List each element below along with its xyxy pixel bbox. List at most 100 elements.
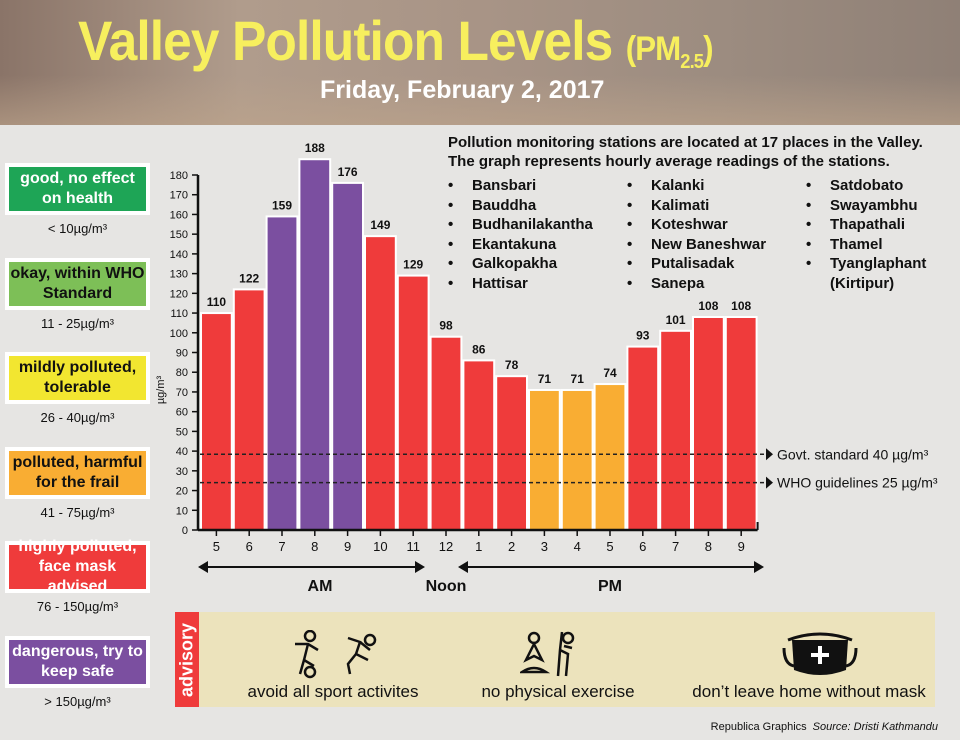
station-item: (Kirtipur) bbox=[830, 274, 895, 292]
arrow-right-icon bbox=[415, 561, 425, 573]
period-label-am: AM bbox=[308, 578, 333, 595]
data-label: 93 bbox=[636, 329, 650, 343]
x-tick-label: 6 bbox=[639, 539, 646, 554]
station-item: Hattisar bbox=[448, 274, 593, 294]
x-tick-label: 7 bbox=[278, 539, 285, 554]
y-tick-label: 110 bbox=[170, 308, 188, 320]
x-tick-label: 4 bbox=[574, 539, 581, 554]
period-label-noon: Noon bbox=[426, 578, 467, 595]
header-photo bbox=[0, 0, 960, 125]
station-item: New Baneshwar bbox=[627, 235, 766, 255]
bar bbox=[462, 359, 496, 531]
y-tick-label: 20 bbox=[176, 486, 188, 498]
x-tick-label: 11 bbox=[406, 539, 420, 554]
data-label: 122 bbox=[239, 271, 259, 285]
y-tick-label: 30 bbox=[176, 466, 188, 478]
data-label: 86 bbox=[472, 342, 486, 356]
y-tick-label: 170 bbox=[170, 190, 188, 202]
title-text: Valley Pollution Levels bbox=[78, 9, 613, 72]
data-label: 74 bbox=[603, 366, 617, 380]
mask-icon bbox=[782, 632, 858, 675]
sport-icon bbox=[295, 630, 377, 679]
advisory-panel: advisory avoid all sport activites no ph… bbox=[175, 612, 935, 707]
data-label: 101 bbox=[666, 313, 686, 327]
advisory-tag: advisory bbox=[175, 612, 199, 707]
date-subtitle: Friday, February 2, 2017 bbox=[320, 76, 605, 104]
x-tick-label: 5 bbox=[606, 539, 613, 554]
y-tick-label: 0 bbox=[182, 525, 188, 537]
y-tick-label: 80 bbox=[176, 367, 188, 379]
y-tick-label: 60 bbox=[176, 407, 188, 419]
legend-swatch: good, no effect on health bbox=[5, 163, 150, 215]
legend-swatch: mildly polluted, tolerable bbox=[5, 352, 150, 405]
exercise-icon bbox=[520, 631, 575, 677]
pm25-bar-chart: 1105122615971888176914910129119812861782… bbox=[155, 141, 938, 595]
arrow-right-icon bbox=[766, 448, 773, 461]
bar bbox=[692, 316, 725, 531]
arrow-right-icon bbox=[766, 476, 773, 489]
station-item: Thapathali bbox=[806, 215, 926, 235]
x-tick-label: 3 bbox=[541, 539, 548, 554]
bar bbox=[659, 329, 693, 531]
y-tick-label: 120 bbox=[170, 288, 188, 300]
station-item: Sanepa bbox=[627, 274, 766, 294]
station-item: Bauddha bbox=[448, 196, 593, 216]
bar bbox=[265, 215, 299, 532]
x-tick-label: 9 bbox=[344, 539, 351, 554]
y-tick-label: 150 bbox=[170, 229, 188, 241]
bar bbox=[593, 383, 627, 531]
station-item: Kalanki bbox=[627, 176, 766, 196]
y-tick-label: 180 bbox=[170, 170, 188, 182]
x-tick-label: 10 bbox=[373, 539, 387, 554]
legend-range: 11 - 25µg/m³ bbox=[41, 315, 114, 331]
stations-col-3: SatdobatoSwayambhuThapathaliThamelTyangl… bbox=[806, 176, 926, 293]
x-tick-label: 9 bbox=[738, 539, 745, 554]
x-tick-label: 12 bbox=[439, 539, 453, 554]
legend-range: 76 - 150µg/m³ bbox=[36, 599, 119, 615]
bar bbox=[495, 375, 529, 531]
period-label-pm: PM bbox=[598, 578, 622, 595]
legend-range: 26 - 40µg/m³ bbox=[40, 410, 115, 426]
data-label: 108 bbox=[698, 299, 718, 313]
bar bbox=[200, 312, 233, 531]
x-tick-label: 5 bbox=[213, 539, 220, 554]
stations-col-1: BansbariBauddhaBudhanilakanthaEkantakuna… bbox=[448, 176, 593, 293]
reference-label: Govt. standard 40 µg/m³ bbox=[777, 446, 929, 462]
y-tick-label: 50 bbox=[176, 426, 188, 438]
legend-range: < 10µg/m³ bbox=[47, 221, 108, 236]
bar bbox=[298, 158, 332, 531]
data-label: 188 bbox=[305, 141, 325, 155]
advisory-label: avoid all sport activites bbox=[247, 682, 419, 701]
pm-label: (PM2.5) bbox=[625, 30, 714, 73]
station-item: Ekantakuna bbox=[448, 235, 593, 255]
station-item: Putalisadak bbox=[627, 254, 766, 274]
legend-swatch: okay, within WHO Standard bbox=[5, 257, 150, 310]
advisory-label: no physical exercise bbox=[481, 682, 635, 701]
data-label: 176 bbox=[338, 165, 358, 179]
data-label: 71 bbox=[571, 372, 585, 386]
y-tick-label: 90 bbox=[176, 348, 188, 360]
bar bbox=[724, 316, 758, 531]
data-label: 108 bbox=[731, 299, 751, 313]
data-label: 149 bbox=[370, 218, 390, 232]
x-tick-label: 6 bbox=[246, 539, 253, 554]
x-tick-label: 7 bbox=[672, 539, 679, 554]
reference-label: WHO guidelines 25 µg/m³ bbox=[777, 475, 938, 491]
bar bbox=[560, 388, 594, 531]
station-item: Tyanglaphant bbox=[806, 254, 926, 274]
advisory-label: don’t leave home without mask bbox=[692, 682, 926, 701]
station-item: Swayambhu bbox=[806, 196, 926, 216]
station-item: Bansbari bbox=[448, 176, 593, 196]
x-tick-label: 8 bbox=[705, 539, 712, 554]
station-item: Satdobato bbox=[806, 176, 926, 196]
data-label: 159 bbox=[272, 198, 292, 212]
station-item: Thamel bbox=[806, 235, 926, 255]
data-label: 78 bbox=[505, 358, 519, 372]
legend-swatch: polluted, harmful for the frail bbox=[5, 446, 150, 499]
arrow-right-icon bbox=[754, 561, 764, 573]
x-tick-label: 8 bbox=[311, 539, 318, 554]
stations-col-2: KalankiKalimatiKoteshwarNew BaneshwarPut… bbox=[627, 176, 766, 293]
legend-range: > 150µg/m³ bbox=[44, 694, 111, 709]
y-axis-label: µg/m³ bbox=[155, 375, 167, 404]
station-item: Budhanilakantha bbox=[448, 215, 593, 235]
